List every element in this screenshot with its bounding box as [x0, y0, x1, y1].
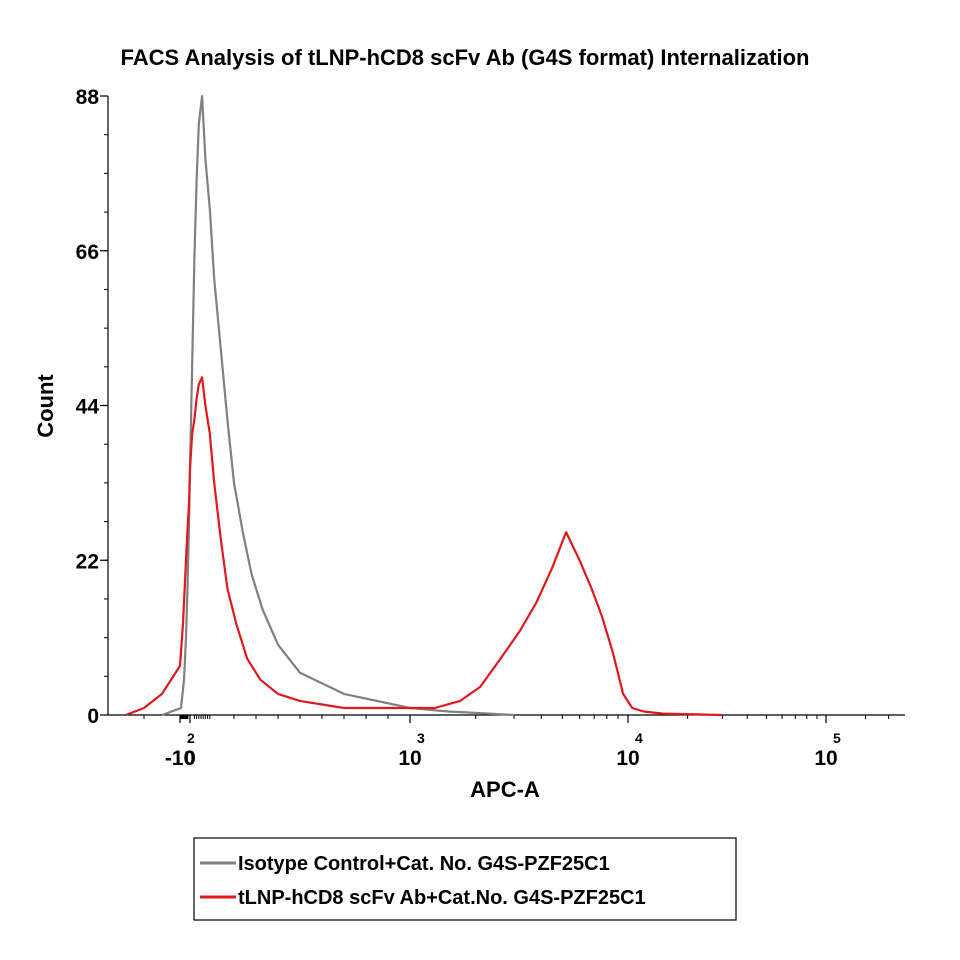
x-tick-label: 10	[398, 747, 421, 770]
legend-label-isotype: Isotype Control+Cat. No. G4S-PZF25C1	[238, 853, 610, 875]
y-axis-label: Count	[33, 374, 58, 438]
y-ticks: 0 22 44 66 88	[76, 86, 108, 728]
series-lines	[125, 94, 723, 717]
x-tick-label: 0	[184, 747, 196, 770]
chart-title: FACS Analysis of tLNP-hCD8 scFv Ab (G4S …	[120, 45, 809, 70]
plot-frame	[107, 96, 905, 716]
y-tick-label-66: 66	[76, 241, 99, 264]
x-tick-exponent: 4	[635, 730, 643, 746]
x-tick-exponent: 2	[187, 730, 195, 746]
legend-box	[193, 837, 737, 921]
x-tick-exponent: 3	[417, 730, 425, 746]
x-axis-label: APC-A	[470, 777, 540, 802]
legend: Isotype Control+Cat. No. G4S-PZF25C1 tLN…	[193, 837, 737, 921]
x-tick-exponent: 5	[833, 730, 841, 746]
series-line-tlnp-hcd8	[125, 376, 723, 717]
x-tick-label: 10	[616, 747, 639, 770]
x-tick-label: -10	[165, 747, 195, 770]
y-tick-label-22: 22	[76, 550, 99, 573]
y-tick-label-0: 0	[87, 705, 99, 728]
x-ticks	[143, 715, 890, 723]
y-tick-label-88: 88	[76, 86, 100, 109]
y-tick-label-44: 44	[76, 396, 100, 419]
x-tick-label: 10	[814, 747, 837, 770]
series-line-isotype-control	[161, 94, 515, 717]
legend-label-tlnp: tLNP-hCD8 scFv Ab+Cat.No. G4S-PZF25C1	[238, 887, 646, 909]
